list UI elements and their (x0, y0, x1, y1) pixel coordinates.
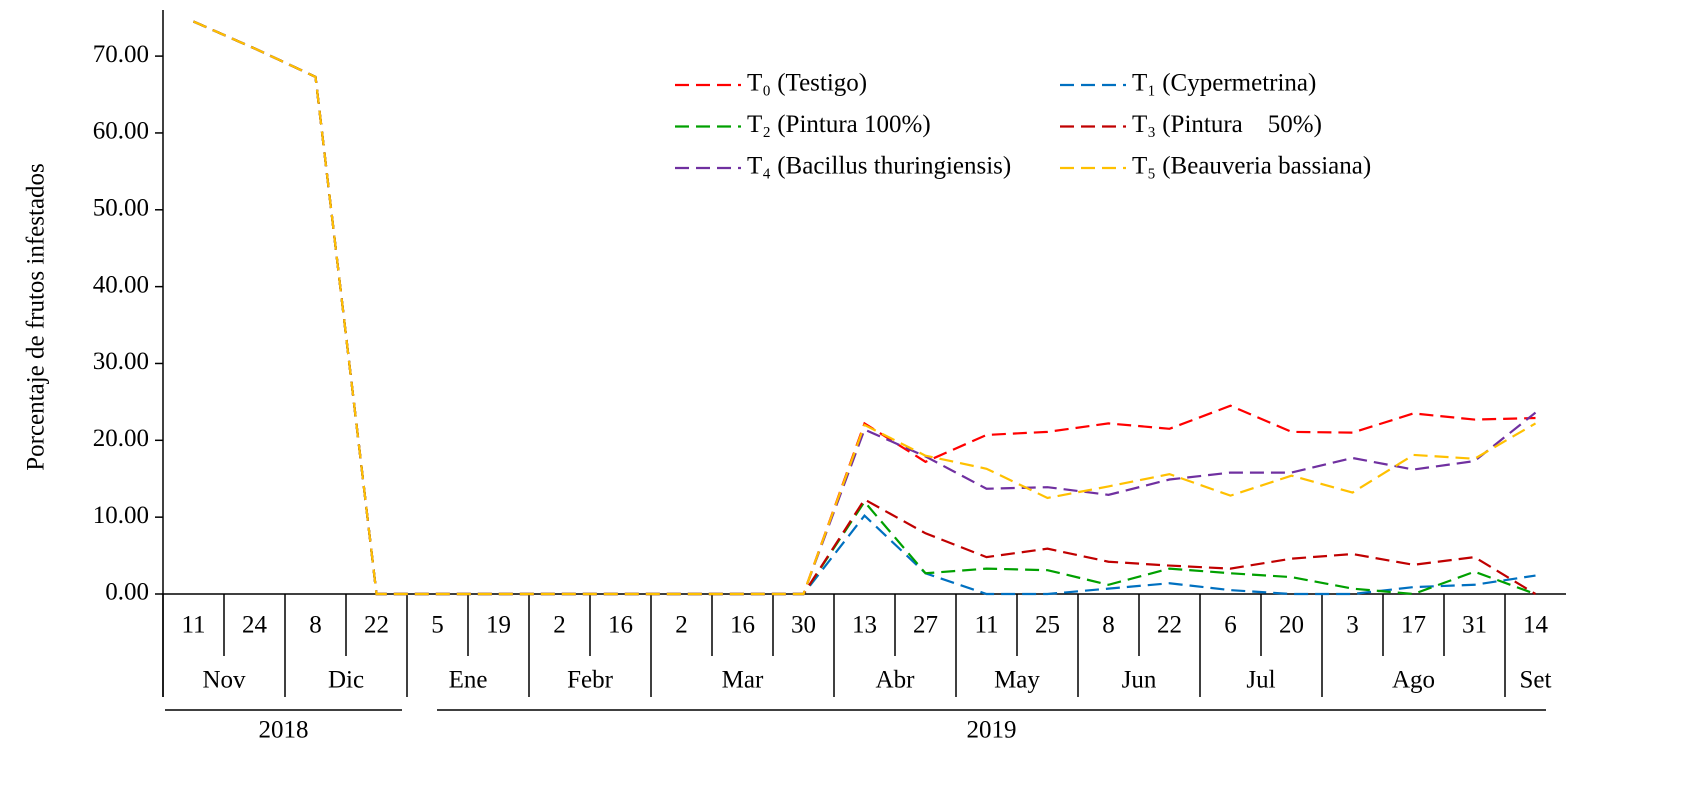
month-label: Ene (449, 667, 488, 694)
y-tick-label: 50.00 (93, 195, 149, 222)
x-tick-label: 14 (1523, 612, 1549, 639)
legend-label: T₅ (Beauveria bassiana) (1132, 153, 1371, 180)
series-line (193, 20, 1537, 596)
x-tick-label: 5 (431, 612, 444, 639)
x-tick-label: 8 (309, 612, 322, 639)
legend-label: T₄ (Bacillus thuringiensis) (747, 153, 1011, 180)
x-tick-label: 13 (852, 612, 877, 639)
series-line (193, 20, 1536, 596)
series-line (193, 20, 1537, 596)
month-label: Jun (1122, 667, 1157, 694)
month-label: Set (1520, 667, 1552, 694)
x-tick-label: 24 (242, 612, 268, 639)
month-label: Jul (1246, 667, 1275, 694)
x-tick-label: 2 (675, 612, 688, 639)
year-label: 2019 (967, 717, 1017, 744)
legend-label: T₁ (Cypermetrina) (1132, 70, 1316, 97)
x-tick-label: 20 (1279, 612, 1304, 639)
x-tick-label: 11 (974, 612, 998, 639)
month-label: Nov (202, 667, 246, 694)
x-tick-label: 30 (791, 612, 816, 639)
month-label: Mar (722, 667, 764, 694)
y-tick-label: 0.00 (105, 579, 149, 606)
x-tick-label: 31 (1462, 612, 1487, 639)
month-label: May (994, 667, 1040, 694)
month-label: Febr (567, 667, 614, 694)
x-tick-label: 19 (486, 612, 511, 639)
x-tick-label: 16 (730, 612, 755, 639)
y-tick-label: 60.00 (93, 118, 149, 145)
month-label: Ago (1392, 667, 1435, 694)
legend-label: T₃ (Pintura 50%) (1132, 111, 1322, 138)
x-tick-label: 3 (1346, 612, 1359, 639)
legend-label: T₀ (Testigo) (747, 70, 867, 97)
series-line (193, 20, 1536, 596)
y-tick-label: 20.00 (93, 425, 149, 452)
y-tick-label: 40.00 (93, 271, 149, 298)
x-tick-label: 16 (608, 612, 633, 639)
series-line (193, 20, 1537, 596)
y-tick-label: 30.00 (93, 348, 149, 375)
x-tick-label: 22 (1157, 612, 1182, 639)
legend-label: T₂ (Pintura 100%) (747, 111, 931, 138)
y-tick-label: 70.00 (93, 41, 149, 68)
x-tick-label: 8 (1102, 612, 1115, 639)
x-tick-label: 6 (1224, 612, 1237, 639)
series-line (193, 20, 1536, 596)
month-label: Dic (328, 667, 364, 694)
x-tick-label: 2 (553, 612, 566, 639)
x-tick-label: 25 (1035, 612, 1060, 639)
x-tick-label: 11 (181, 612, 205, 639)
y-axis-title: Porcentaje de frutos infestados (23, 163, 50, 471)
x-tick-label: 17 (1401, 612, 1426, 639)
y-tick-label: 10.00 (93, 502, 149, 529)
month-label: Abr (876, 667, 916, 694)
year-label: 2018 (259, 717, 309, 744)
x-tick-label: 22 (364, 612, 389, 639)
x-tick-label: 27 (913, 612, 938, 639)
